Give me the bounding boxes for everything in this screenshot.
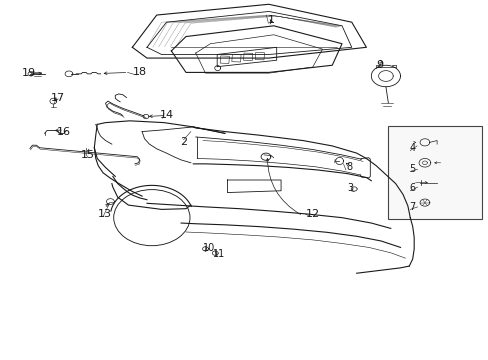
Text: 18: 18	[132, 67, 146, 77]
Text: 19: 19	[21, 68, 36, 78]
Text: 1: 1	[267, 15, 274, 26]
Text: 10: 10	[203, 243, 215, 253]
Text: 8: 8	[346, 162, 352, 172]
Bar	[220, 56, 229, 63]
Text: 13: 13	[98, 209, 111, 219]
Bar	[243, 53, 252, 60]
Text: 11: 11	[212, 248, 224, 258]
Text: 5: 5	[409, 164, 415, 174]
Bar	[231, 54, 241, 62]
Text: 14: 14	[159, 111, 173, 121]
Text: 12: 12	[305, 209, 319, 219]
Text: 7: 7	[409, 202, 415, 212]
Text: 2: 2	[180, 138, 187, 147]
Text: 4: 4	[409, 143, 415, 153]
Bar	[255, 52, 264, 60]
Bar	[387, 126, 482, 220]
Text: 16: 16	[57, 127, 71, 136]
Text: 17: 17	[51, 93, 65, 103]
Text: 15: 15	[81, 150, 94, 160]
Text: 9: 9	[376, 60, 383, 70]
Text: 3: 3	[347, 183, 353, 193]
Text: 6: 6	[409, 183, 415, 193]
